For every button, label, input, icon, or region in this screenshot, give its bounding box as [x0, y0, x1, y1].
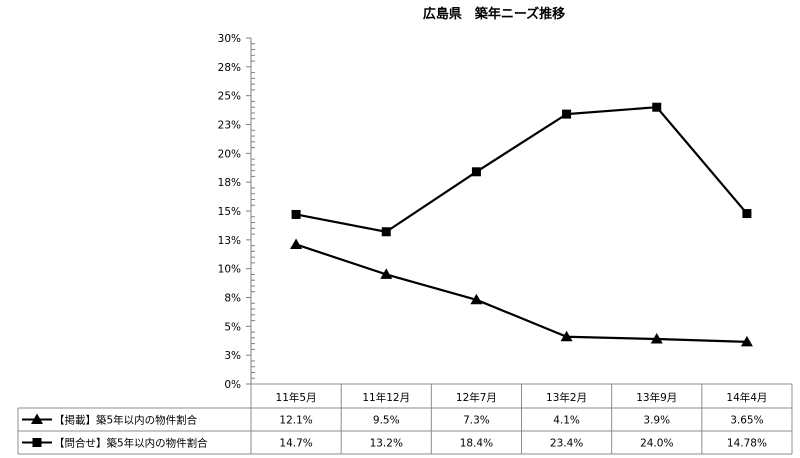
y-tick-label: 20%: [218, 148, 241, 160]
data-label-inquiry: 13.2%: [370, 438, 403, 450]
data-label-inquiry: 23.4%: [550, 438, 583, 450]
data-label-inquiry: 14.7%: [279, 438, 312, 450]
series-line-inquiry: [295, 106, 748, 233]
data-point-inquiry: [652, 102, 662, 112]
data-point-inquiry: [562, 109, 572, 119]
data-point-listing: [470, 293, 483, 305]
y-tick-label: 13%: [218, 235, 241, 247]
x-category-label: 11年12月: [362, 391, 410, 404]
data-point-listing: [380, 268, 393, 279]
y-tick-label: 15%: [218, 206, 241, 218]
y-tick-label: 30%: [218, 33, 241, 45]
y-tick-label: 25%: [218, 91, 241, 103]
data-point-listing: [740, 335, 753, 347]
data-point-listing: [560, 330, 573, 342]
y-tick-label: 18%: [218, 177, 241, 189]
data-point-listing: [650, 333, 663, 344]
data-table: 11年5月 11年12月 12年7月 13年2月 13年9月 14年4月【掲載】築5年以内…: [17, 383, 793, 455]
series-layer: [290, 102, 753, 347]
data-point-listing: [290, 238, 303, 249]
data-point-inquiry: [381, 227, 391, 237]
legend-label-inquiry: 【問合せ】築5年以内の物件割合: [54, 437, 208, 450]
data-label-listing: 9.5%: [373, 415, 400, 427]
x-category-label: 14年4月: [726, 391, 767, 404]
legend-label-listing: 【掲載】築5年以内の物件割合: [54, 414, 198, 427]
data-label-listing: 12.1%: [279, 415, 312, 427]
legend-marker-inquiry: [32, 438, 42, 447]
data-label-inquiry: 14.78%: [727, 438, 767, 450]
axis-layer: 0% 3% 5% 8% 10% 13% 15% 18% 20% 23% 25% 28% 30%: [218, 33, 255, 391]
data-point-inquiry: [291, 209, 301, 219]
y-tick-label: 5%: [224, 321, 241, 333]
data-label-listing: 7.3%: [463, 415, 490, 427]
series-line-listing: [295, 243, 747, 344]
x-category-label: 13年2月: [546, 391, 587, 404]
data-point-inquiry: [742, 209, 752, 219]
data-point-inquiry: [471, 167, 481, 177]
y-tick-label: 10%: [218, 264, 241, 276]
y-tick-label: 3%: [224, 350, 241, 362]
y-tick-label: 0%: [224, 379, 241, 391]
data-label-inquiry: 24.0%: [640, 438, 673, 450]
data-label-inquiry: 18.4%: [460, 438, 493, 450]
y-tick-label: 28%: [218, 62, 241, 74]
chart-title: 広島県 築年ニーズ推移: [423, 6, 565, 22]
x-category-label: 12年7月: [456, 391, 497, 404]
y-tick-label: 23%: [218, 120, 241, 132]
data-label-listing: 4.1%: [553, 415, 580, 427]
legend-marker-listing: [31, 413, 43, 424]
y-tick-label: 8%: [224, 293, 241, 305]
data-label-listing: 3.65%: [730, 415, 763, 427]
data-label-listing: 3.9%: [643, 415, 670, 427]
x-category-label: 13年9月: [636, 391, 677, 404]
x-category-label: 11年5月: [276, 391, 317, 404]
